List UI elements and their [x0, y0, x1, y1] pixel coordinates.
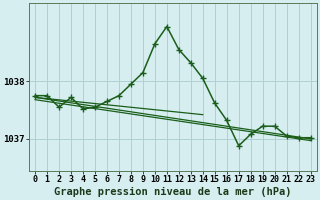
X-axis label: Graphe pression niveau de la mer (hPa): Graphe pression niveau de la mer (hPa)	[54, 186, 292, 197]
